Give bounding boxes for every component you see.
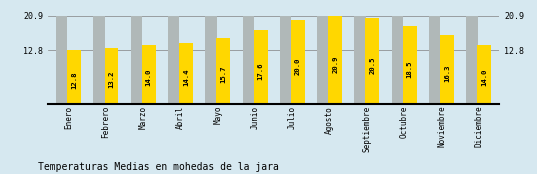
Bar: [354, 16, 366, 104]
Bar: [216, 38, 230, 104]
Bar: [466, 16, 477, 104]
Bar: [93, 16, 105, 104]
Text: 17.6: 17.6: [258, 62, 264, 80]
Bar: [391, 16, 403, 104]
Bar: [440, 35, 454, 104]
Bar: [328, 16, 342, 104]
Text: 20.0: 20.0: [295, 57, 301, 75]
Bar: [280, 16, 291, 104]
Bar: [168, 16, 179, 104]
Bar: [131, 16, 142, 104]
Text: 14.0: 14.0: [481, 69, 487, 86]
Text: 14.0: 14.0: [146, 69, 152, 86]
Bar: [243, 16, 254, 104]
Text: 12.8: 12.8: [71, 71, 77, 89]
Text: 13.2: 13.2: [108, 70, 114, 88]
Text: 20.5: 20.5: [369, 57, 375, 74]
Bar: [366, 18, 380, 104]
Bar: [291, 20, 305, 104]
Bar: [142, 45, 156, 104]
Bar: [477, 45, 491, 104]
Text: 20.9: 20.9: [332, 56, 338, 73]
Text: 14.4: 14.4: [183, 68, 189, 86]
Bar: [67, 50, 81, 104]
Text: Temperaturas Medias en mohedas de la jara: Temperaturas Medias en mohedas de la jar…: [38, 162, 279, 172]
Bar: [403, 26, 417, 104]
Bar: [205, 16, 216, 104]
Bar: [56, 16, 68, 104]
Bar: [105, 48, 119, 104]
Text: 15.7: 15.7: [220, 66, 226, 83]
Bar: [253, 30, 267, 104]
Bar: [429, 16, 440, 104]
Bar: [179, 43, 193, 104]
Text: 18.5: 18.5: [407, 60, 413, 78]
Bar: [317, 16, 329, 104]
Text: 16.3: 16.3: [444, 65, 450, 82]
